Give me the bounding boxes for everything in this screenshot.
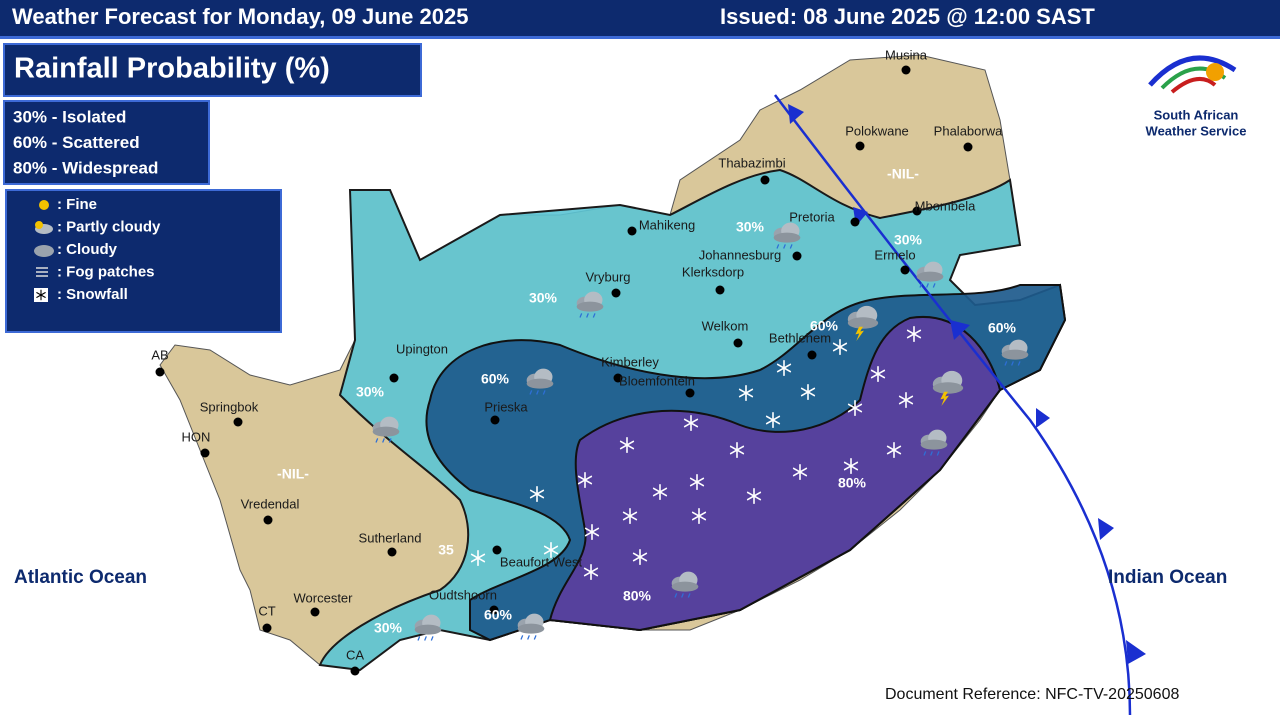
town-label: HON <box>182 429 211 444</box>
probability-label: 30% <box>356 384 385 400</box>
town-dot <box>200 448 210 458</box>
town-dot <box>233 417 243 427</box>
town-dot <box>850 217 860 227</box>
probability-label: 60% <box>810 318 839 334</box>
town-dot <box>855 141 865 151</box>
probability-label: 30% <box>529 290 558 306</box>
town-label: Kimberley <box>601 354 659 369</box>
cold-front <box>774 94 1132 716</box>
town-label: Bloemfontein <box>619 373 695 388</box>
weather-legend-item: : Snowfall <box>57 286 128 303</box>
town-dot <box>350 666 360 676</box>
town-label: Thabazimbi <box>718 155 785 170</box>
probability-label: 60% <box>988 320 1017 336</box>
header-bar <box>0 0 1280 37</box>
probability-label: 30% <box>736 219 765 235</box>
weather-legend <box>5 189 282 333</box>
town-label: Sutherland <box>359 530 422 545</box>
town-dot <box>733 338 743 348</box>
probability-label: 60% <box>481 371 510 387</box>
probability-label: 80% <box>623 588 652 604</box>
town-dot <box>310 607 320 617</box>
probability-label: 30% <box>894 232 923 248</box>
town-dot <box>611 288 621 298</box>
town-dot <box>715 285 725 295</box>
town-label: Vredendal <box>241 496 300 511</box>
town-label: Springbok <box>200 399 259 414</box>
town-label: Welkom <box>702 318 749 333</box>
nil-label: -NIL- <box>887 166 919 182</box>
town-dot <box>685 388 695 398</box>
town-dot <box>489 605 499 615</box>
town-label: Worcester <box>294 590 354 605</box>
town-dot <box>613 373 623 383</box>
probability-legend <box>3 100 210 185</box>
town-dot <box>627 226 637 236</box>
weather-legend-item: : Fine <box>57 196 97 213</box>
probability-label: 35 <box>438 542 454 558</box>
probability-label: 80% <box>838 475 867 491</box>
ocean-label: Atlantic Ocean <box>14 567 147 588</box>
town-label: Oudtshoorn <box>429 587 497 602</box>
probability-legend-item: 30% - Isolated <box>13 107 126 126</box>
header-title: Weather Forecast for Monday, 09 June 202… <box>12 4 468 29</box>
weather-legend-item: : Fog patches <box>57 263 155 280</box>
town-label: CA <box>346 647 364 662</box>
town-dot <box>807 350 817 360</box>
town-dot <box>262 623 272 633</box>
zone-labels: -NIL- -NIL- 30% 30% 30% 30% 30% 60% 60% 60% 60% 80%… <box>277 166 1017 636</box>
town-label: Klerksdorp <box>682 264 744 279</box>
town-dot <box>901 65 911 75</box>
town-label: Polokwane <box>845 123 909 138</box>
legend-texts: 30% - Isolated 60% - Scattered 80% - Wides… <box>13 107 161 302</box>
town-label: Phalaborwa <box>934 123 1003 138</box>
legend-icons <box>34 200 54 302</box>
town-dot <box>263 515 273 525</box>
town-dot <box>760 175 770 185</box>
town-dot <box>912 206 922 216</box>
town-label: Vryburg <box>585 269 630 284</box>
town-label: Bethlehem <box>769 330 831 345</box>
town-label: Upington <box>396 341 448 356</box>
nil-label: -NIL- <box>277 466 309 482</box>
town-label: Musina <box>885 47 928 62</box>
weather-legend-item: : Cloudy <box>57 241 118 258</box>
probability-label: 60% <box>484 607 513 623</box>
town-dot <box>490 415 500 425</box>
logo <box>1148 55 1237 94</box>
weather-legend-item: : Partly cloudy <box>57 218 161 235</box>
town-dot <box>900 265 910 275</box>
town-dot <box>389 373 399 383</box>
town-label: Prieska <box>484 399 528 414</box>
town-dot <box>792 251 802 261</box>
town-dot <box>155 367 165 377</box>
title-panel <box>3 43 422 97</box>
town-dot <box>387 547 397 557</box>
document-reference: Document Reference: NFC-TV-20250608 <box>885 686 1179 703</box>
town-dot <box>492 545 502 555</box>
probability-legend-item: 80% - Widespread <box>13 158 158 177</box>
town-label: Johannesburg <box>699 247 781 262</box>
probability-label: 30% <box>374 620 403 636</box>
header-rule <box>0 36 1280 39</box>
ocean-label: Indian Ocean <box>1108 567 1227 588</box>
town-label: Beaufort West <box>500 554 583 569</box>
probability-legend-item: 60% - Scattered <box>13 133 140 152</box>
town-label: Mbombela <box>915 198 976 213</box>
towns: Musina Polokwane Phalaborwa Thabazimbi Mbomb… <box>151 47 1003 676</box>
town-label: Ermelo <box>874 247 915 262</box>
town-label: Mahikeng <box>639 217 695 232</box>
town-dot <box>963 142 973 152</box>
town-label: CT <box>258 603 275 618</box>
panel-title: Rainfall Probability (%) <box>14 53 330 85</box>
zone-80 <box>548 315 1002 632</box>
town-label: Pretoria <box>789 209 835 224</box>
header-issued: Issued: 08 June 2025 @ 12:00 SAST <box>720 4 1095 29</box>
town-label: AB <box>151 347 168 362</box>
logo-text: Weather Service <box>1146 123 1247 138</box>
logo-text: South African <box>1154 107 1239 122</box>
